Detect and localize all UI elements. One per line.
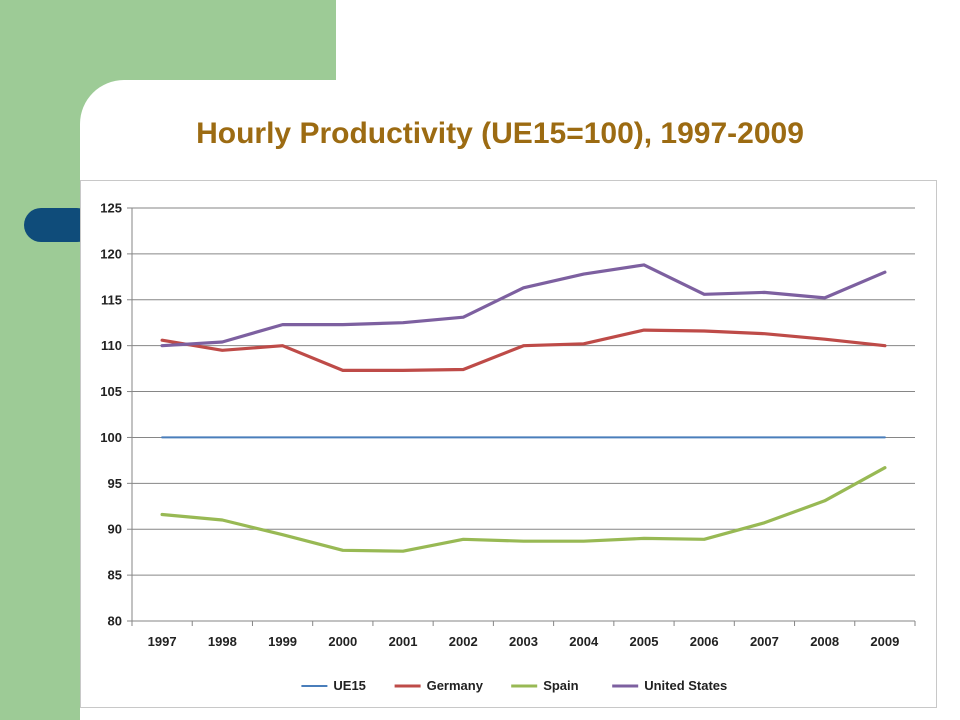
x-tick-label: 2003 — [509, 634, 538, 649]
legend-item-germany: Germany — [394, 678, 484, 693]
x-tick-label: 2005 — [630, 634, 659, 649]
x-tick-label: 2007 — [750, 634, 779, 649]
x-tick-label: 2002 — [449, 634, 478, 649]
y-tick-label: 95 — [108, 476, 122, 491]
x-tick-label: 1998 — [208, 634, 237, 649]
x-tick-label: 2001 — [389, 634, 418, 649]
legend-label: Germany — [427, 678, 484, 693]
y-tick-label: 105 — [100, 384, 122, 399]
tick-labels: 80 85 90 95 100 105 110 115 120 125 1997 1998 1999 20… — [100, 201, 899, 650]
x-tick-label: 2000 — [328, 634, 357, 649]
x-tick-label: 2004 — [569, 634, 599, 649]
x-tick-label: 2009 — [870, 634, 899, 649]
y-tick-label: 125 — [100, 201, 122, 216]
legend-item-spain: Spain — [511, 678, 579, 693]
chart-frame: 80 85 90 95 100 105 110 115 120 125 1997 1998 1999 20… — [80, 180, 937, 708]
legend-item-ue15: UE15 — [301, 678, 366, 693]
legend: UE15 Germany Spain United States — [301, 678, 727, 693]
y-tick-label: 110 — [101, 338, 122, 353]
y-tick-label: 100 — [100, 430, 122, 445]
series-line-spain — [160, 466, 887, 553]
gridlines — [132, 207, 915, 622]
series-line-germany — [160, 328, 887, 372]
y-tick-label: 90 — [108, 522, 122, 537]
series-lines — [160, 263, 887, 553]
x-tick-label: 1999 — [268, 634, 297, 649]
slide-title: Hourly Productivity (UE15=100), 1997-200… — [196, 117, 804, 150]
y-tick-label: 120 — [100, 246, 122, 261]
axes — [127, 207, 916, 626]
legend-item-united-states: United States — [612, 678, 727, 693]
x-tick-label: 2006 — [690, 634, 719, 649]
x-tick-label: 1997 — [148, 634, 177, 649]
y-tick-label: 80 — [108, 614, 122, 629]
legend-label: United States — [644, 678, 727, 693]
x-tick-label: 2008 — [810, 634, 839, 649]
y-tick-label: 85 — [108, 568, 122, 583]
line-chart: 80 85 90 95 100 105 110 115 120 125 1997 1998 1999 20… — [100, 201, 916, 693]
y-tick-label: 115 — [101, 292, 122, 307]
series-line-united-states — [160, 263, 887, 348]
legend-label: UE15 — [333, 678, 366, 693]
legend-label: Spain — [543, 678, 578, 693]
